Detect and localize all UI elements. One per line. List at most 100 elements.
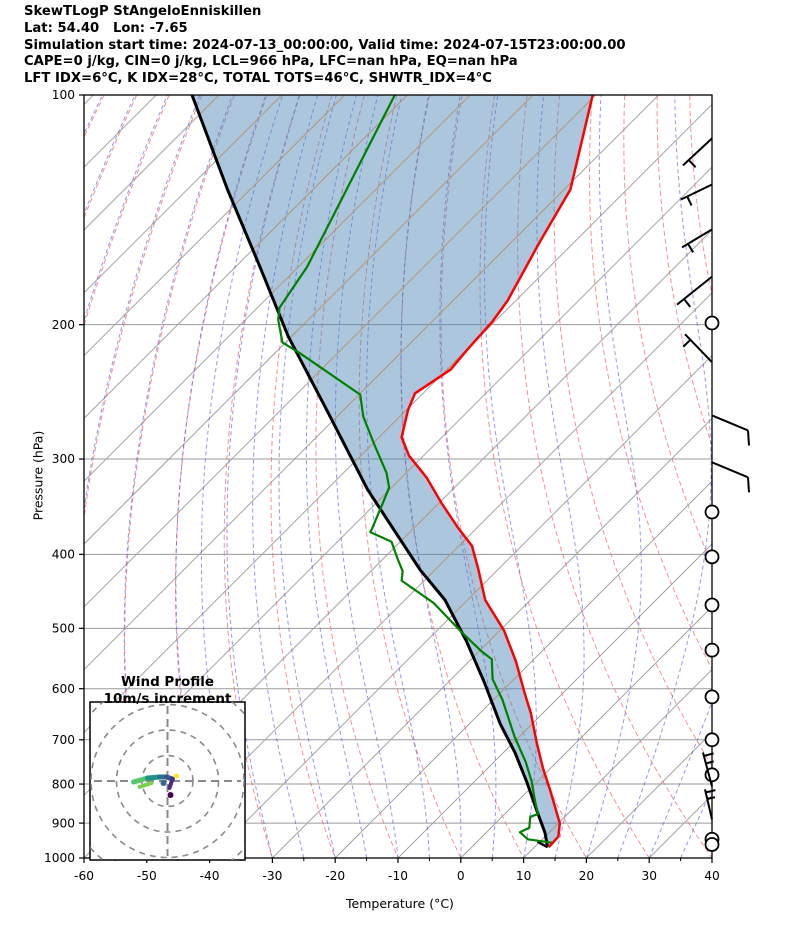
dry-adiabat-line [689,95,712,298]
moist-adiabat-line [585,95,642,858]
wind-barb-flag [703,752,714,757]
y-tick-label: 300 [52,452,75,466]
wind-barb-staff [711,414,749,432]
wind-barb-flag [747,430,750,446]
calm-wind-circle [704,732,720,748]
moist-adiabat-line [536,95,585,858]
dry-adiabat-line [479,95,650,858]
dry-adiabat-line [623,95,712,566]
y-axis-label: Pressure (hPa) [30,430,46,521]
x-tick-label: 40 [704,869,720,883]
x-tick-label: -30 [262,869,282,883]
isotherm-line [712,95,794,858]
isotherm-line [192,95,471,848]
y-tick-label: 200 [52,318,75,332]
calm-wind-circle [704,837,720,852]
y-tick-label: 1000 [44,851,75,865]
y-tick-label: 100 [52,88,75,102]
header-block: SkewTLogP StAngeloEnniskillen Lat: 54.40… [24,4,626,88]
temperature-curve [400,95,594,849]
x-tick-label: 10 [516,869,532,883]
x-tick-label: 0 [457,869,465,883]
y-tick-label: 500 [52,622,75,636]
wind-barb-flag [688,159,697,169]
moist-adiabat-line [648,700,712,858]
x-tick-label: -20 [325,869,345,883]
x-tick-label: -10 [388,869,408,883]
isotherm-line [649,95,794,858]
dry-adiabat-line [588,95,712,671]
parcel-temperature-shading [192,95,593,848]
isotherm-line [711,857,712,858]
moist-adiabat-line [226,95,301,858]
stability-indices: LFT IDX=6°C, K IDX=28°C, TOTAL TOTS=46°C… [24,71,492,87]
wind-barb-staff [704,789,713,820]
wind-barb-flag [707,796,716,800]
dry-adiabat-line [270,95,336,858]
wind-barb-staff [676,275,713,306]
x-tick-label: -50 [137,869,157,883]
hodograph-ring [90,703,245,859]
hodograph-subtitle: 10m/s increment [104,691,232,707]
moist-adiabat-line [366,95,430,858]
isotherm-line [84,95,283,294]
calm-wind-circle [704,689,720,705]
moist-adiabat-line [484,95,537,858]
moist-adiabat-line [278,95,337,858]
parcel-foot-tick [536,840,549,849]
hodograph-trace-dot [167,792,174,798]
hodograph-title: Wind Profile [121,674,214,690]
hodograph-grid [90,702,245,860]
dry-adiabat-line [440,95,587,858]
wind-barb-staff [684,333,713,363]
hodograph-trace-dot [173,773,180,779]
isotherm-line [586,731,712,858]
y-tick-label: 600 [52,682,75,696]
isotherm-line [586,95,593,848]
moist-adiabat-line [617,95,712,858]
isotherm-line [84,95,220,231]
isotherm-line [397,95,593,848]
isotherm-line [84,103,712,734]
isotherm-line [648,794,712,858]
dry-adiabat-line [84,95,170,328]
dry-adiabat-line [722,95,794,858]
wind-barb-flag [705,760,714,765]
x-tick-label: -40 [200,869,220,883]
calm-wind-circle [704,315,720,331]
hodograph-trace-segment [137,781,154,789]
moist-adiabat-line [252,95,319,858]
moist-adiabat-line [84,95,201,858]
isotherm-line [523,668,712,858]
wind-barb-column [676,137,750,852]
cape-indices: CAPE=0 j/kg, CIN=0 j/kg, LCL=966 hPa, LF… [24,54,518,70]
wind-barb-staff [680,183,713,201]
isotherm-line [523,95,593,848]
moist-adiabat-line [711,856,712,858]
isotherm-line [334,480,712,858]
wind-barb-flag [747,477,750,493]
moist-adiabat-line [305,95,368,858]
parcel-curve [190,95,550,848]
wind-barb-flag [686,196,693,206]
isotherm-line [84,95,94,106]
y-tick-label: 800 [52,777,75,791]
calm-wind-circle [704,549,720,565]
dry-adiabat-line [315,95,399,858]
x-tick-label: 20 [579,869,595,883]
wind-barb-flag [682,339,692,348]
wind-barb-staff [711,461,749,479]
moist-adiabat-line [334,95,399,858]
lat-lon: Lat: 54.40 Lon: -7.65 [24,20,188,36]
isotherm-line [272,417,712,858]
y-tick-label: 400 [52,548,75,562]
hodograph-trace-dot [160,780,167,786]
y-tick-label: 900 [52,816,75,830]
hodograph-ring [115,729,220,833]
wind-barb-flag [683,298,692,308]
dry-adiabat-line [174,95,268,858]
dry-adiabat-line [553,95,712,767]
